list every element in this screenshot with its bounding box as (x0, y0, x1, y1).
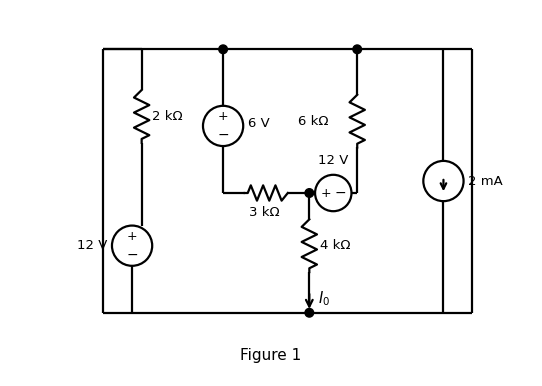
Text: $I_0$: $I_0$ (318, 289, 330, 308)
Text: 12 V: 12 V (77, 239, 107, 252)
Text: 4 kΩ: 4 kΩ (320, 239, 350, 252)
Text: +: + (127, 230, 137, 243)
Circle shape (305, 308, 314, 317)
Text: −: − (217, 128, 229, 142)
Circle shape (219, 45, 228, 54)
Text: 6 kΩ: 6 kΩ (298, 115, 328, 128)
Text: 12 V: 12 V (318, 154, 349, 167)
Circle shape (353, 45, 362, 54)
Circle shape (305, 189, 314, 197)
Text: +: + (321, 186, 331, 200)
Text: 3 kΩ: 3 kΩ (248, 207, 279, 219)
Text: −: − (335, 186, 346, 200)
Text: −: − (126, 248, 138, 262)
Text: 6 V: 6 V (248, 117, 270, 130)
Text: +: + (218, 110, 228, 124)
Text: Figure 1: Figure 1 (240, 349, 302, 363)
Text: 2 mA: 2 mA (468, 174, 503, 188)
Text: 2 kΩ: 2 kΩ (152, 110, 183, 123)
